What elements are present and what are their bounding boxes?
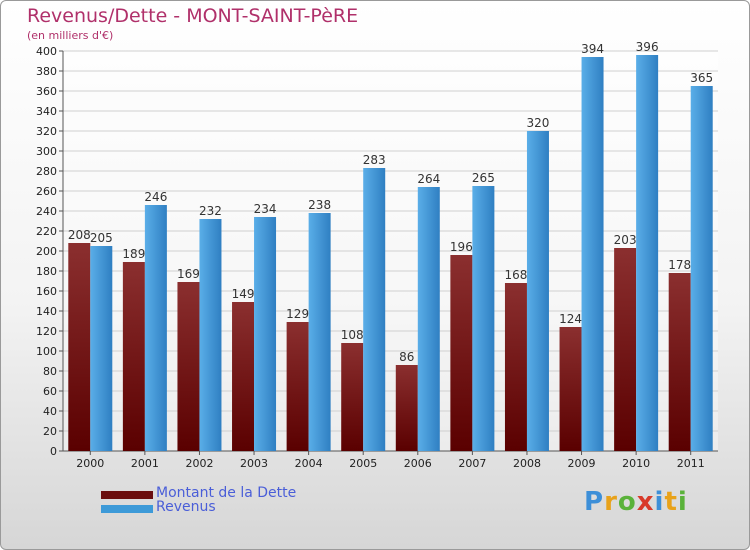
x-tick-label: 2009 [568,457,596,470]
revenue-value-label: 234 [254,202,277,216]
y-tick-label: 0 [50,445,57,458]
y-tick-label: 260 [36,185,57,198]
y-tick-label: 400 [36,45,57,58]
debt-bar [68,243,91,451]
debt-bar [232,302,255,451]
y-tick-label: 140 [36,305,57,318]
y-tick-label: 160 [36,285,57,298]
debt-bar [450,255,473,451]
debt-value-label: 124 [559,312,582,326]
debt-value-label: 189 [122,247,145,261]
x-tick-label: 2008 [513,457,541,470]
y-tick-label: 280 [36,165,57,178]
revenue-bar [636,55,659,451]
revenue-bar [472,186,495,451]
debt-bar [122,262,145,451]
legend-swatch-debt [101,491,153,499]
revenue-bar [199,219,222,451]
revenue-bar [690,86,713,451]
x-tick-label: 2007 [458,457,486,470]
y-tick-label: 320 [36,125,57,138]
x-tick-label: 2006 [404,457,432,470]
debt-value-label: 178 [668,258,691,272]
y-tick-label: 240 [36,205,57,218]
chart-subtitle: (en milliers d'€) [27,29,114,42]
revenue-value-label: 238 [308,198,331,212]
y-tick-label: 40 [43,405,57,418]
x-tick-label: 2005 [349,457,377,470]
debt-bar [177,282,200,451]
debt-value-label: 203 [614,233,637,247]
debt-bar [559,327,582,451]
x-tick-label: 2004 [295,457,323,470]
proxiti-logo: Proxiti [584,487,688,517]
x-tick-label: 2001 [131,457,159,470]
y-tick-label: 180 [36,265,57,278]
x-tick-label: 2002 [185,457,213,470]
debt-bar [341,343,364,451]
debt-value-label: 149 [232,287,255,301]
legend-label-revenue: Revenus [156,499,216,515]
debt-value-label: 208 [68,228,91,242]
chart-title: Revenus/Dette - MONT-SAINT-PèRE [27,5,359,27]
y-tick-label: 220 [36,225,57,238]
revenue-bar [363,168,386,451]
revenue-bar [90,246,113,451]
revenue-value-label: 394 [581,42,604,56]
y-tick-label: 100 [36,345,57,358]
revenue-value-label: 265 [472,171,495,185]
revenue-value-label: 205 [90,231,113,245]
debt-value-label: 168 [505,268,528,282]
revenue-value-label: 232 [199,204,222,218]
y-tick-label: 80 [43,365,57,378]
y-tick-label: 120 [36,325,57,338]
revenue-bar [526,131,549,451]
revenue-bar [254,217,277,451]
debt-value-label: 196 [450,240,473,254]
revenue-value-label: 264 [417,172,440,186]
debt-bar [668,273,691,451]
x-tick-label: 2003 [240,457,268,470]
debt-value-label: 129 [286,307,309,321]
y-tick-label: 380 [36,65,57,78]
revenue-bar [144,205,167,451]
debt-value-label: 86 [399,350,414,364]
debt-bar [286,322,309,451]
legend-label-debt: Montant de la Dette [156,485,297,501]
y-tick-label: 360 [36,85,57,98]
y-tick-label: 340 [36,105,57,118]
revenue-value-label: 365 [690,71,713,85]
x-tick-label: 2011 [677,457,705,470]
revenue-bar [308,213,331,451]
debt-bar [395,365,418,451]
x-tick-label: 2010 [622,457,650,470]
y-tick-label: 300 [36,145,57,158]
debt-bar [614,248,637,451]
debt-value-label: 169 [177,267,200,281]
y-tick-label: 200 [36,245,57,258]
revenue-value-label: 396 [636,40,659,54]
y-tick-label: 60 [43,385,57,398]
revenue-value-label: 283 [363,153,386,167]
revenue-bar [581,57,604,451]
legend-swatch-revenue [101,505,153,513]
x-tick-label: 2000 [76,457,104,470]
y-tick-label: 20 [43,425,57,438]
debt-bar [504,283,527,451]
revenue-value-label: 246 [144,190,167,204]
debt-value-label: 108 [341,328,364,342]
revenue-value-label: 320 [527,116,550,130]
revenue-bar [417,187,440,451]
